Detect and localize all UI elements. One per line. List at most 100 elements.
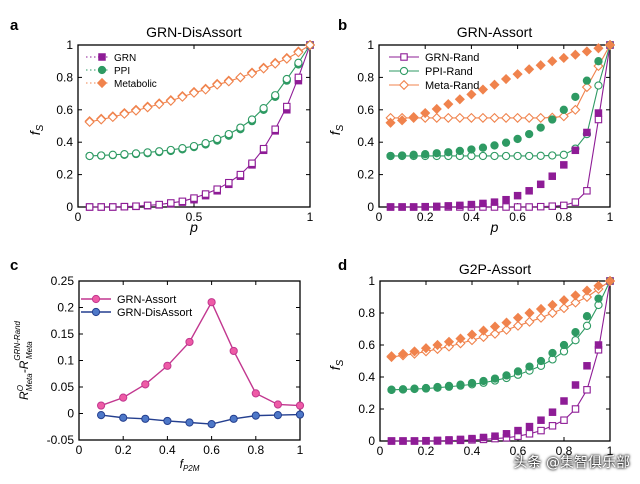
y-tick-label: 1: [367, 38, 374, 52]
data-point: [490, 141, 499, 150]
y-tick-label: -0.05: [47, 433, 75, 447]
data-point: [387, 385, 396, 394]
data-point: [130, 105, 142, 116]
data-point: [166, 145, 175, 155]
data-point: [570, 104, 581, 115]
data-point: [525, 422, 534, 431]
x-tick-label: 1: [607, 444, 614, 458]
data-point: [571, 336, 580, 345]
y-tick-label: 0.2: [57, 301, 74, 315]
x-tick-label: 0.4: [463, 210, 480, 224]
legend-marker: [91, 307, 101, 317]
x-axis-label: fP2M: [180, 457, 200, 473]
data-point: [583, 362, 591, 370]
data-point: [398, 203, 406, 211]
data-point: [154, 99, 165, 110]
x-tick-label: 1: [297, 443, 304, 457]
plot-frame: [378, 44, 611, 208]
data-point: [501, 138, 511, 147]
data-point: [500, 73, 512, 85]
data-point: [431, 103, 442, 115]
data-point: [548, 202, 556, 210]
data-point: [548, 422, 557, 430]
data-point: [535, 112, 546, 123]
data-point: [259, 144, 268, 153]
data-point: [479, 199, 487, 208]
data-point: [583, 386, 591, 394]
data-point: [500, 112, 512, 123]
legend-marker: [400, 53, 408, 61]
data-point: [514, 426, 522, 435]
data-point: [143, 201, 152, 210]
legend-label: GRN-DisAssort: [117, 307, 192, 319]
data-point: [466, 112, 477, 123]
data-point: [283, 102, 291, 111]
data-point: [295, 401, 305, 410]
legend-label: GRN-Rand: [425, 52, 479, 64]
data-point: [455, 146, 464, 156]
y-tick-label: 0.4: [56, 135, 73, 149]
data-point: [594, 81, 603, 90]
legend-marker: [91, 294, 101, 304]
panel-title: GRN-Assort: [457, 24, 533, 40]
data-layer: [385, 39, 616, 211]
data-point: [547, 299, 558, 311]
data-point: [536, 151, 545, 160]
legend-marker: [398, 79, 410, 91]
data-point: [513, 134, 522, 144]
y-tick-label: 0.15: [51, 327, 75, 341]
series-line: [100, 300, 301, 407]
data-point: [466, 335, 478, 346]
data-point: [420, 107, 431, 119]
data-point: [386, 351, 397, 362]
data-point: [548, 348, 557, 358]
panel-letter: c: [10, 257, 18, 274]
panel-title: GRN-DisAssort: [146, 24, 242, 40]
data-point: [119, 393, 128, 402]
legend-marker: [399, 66, 409, 76]
data-point: [537, 426, 545, 435]
x-tick-label: 0.4: [464, 444, 481, 458]
data-point: [224, 129, 233, 139]
y-tick-label: 0.8: [56, 70, 73, 84]
x-tick-label: 0.6: [510, 444, 527, 458]
x-axis-label: p: [490, 219, 499, 235]
data-point: [397, 151, 407, 160]
y-axis-label-part: -R: [17, 360, 31, 373]
y-tick-label: 0: [66, 200, 73, 214]
data-point: [443, 112, 454, 123]
data-point: [213, 185, 221, 193]
data-point: [408, 112, 419, 123]
data-point: [502, 371, 511, 380]
data-point: [594, 341, 603, 349]
data-point: [581, 46, 592, 57]
data-point: [478, 151, 488, 161]
data-point: [223, 76, 234, 87]
data-point: [96, 114, 107, 125]
data-point: [143, 148, 152, 157]
data-point: [489, 328, 501, 339]
data-point: [444, 381, 454, 391]
legend-label: Meta-Rand: [425, 80, 479, 92]
data-point: [501, 151, 511, 161]
data-point: [489, 321, 501, 332]
data-point: [479, 376, 488, 386]
y-axis-label-part: GRN-Rand: [13, 320, 22, 360]
data-point: [559, 340, 569, 350]
y-axis-label: fS: [27, 124, 46, 135]
data-point: [594, 109, 603, 117]
y-tick-label: 0.4: [358, 370, 375, 384]
y-tick-label: 0: [67, 407, 74, 421]
data-point: [501, 317, 512, 328]
data-point: [273, 410, 282, 420]
data-point: [594, 294, 603, 303]
data-point: [524, 316, 535, 327]
data-point: [189, 141, 199, 151]
data-point: [444, 202, 453, 210]
series-0-overlay: [85, 41, 314, 211]
data-point: [466, 89, 477, 100]
data-point: [178, 197, 187, 206]
data-point: [247, 115, 257, 124]
data-point: [163, 416, 172, 426]
data-point: [281, 53, 292, 64]
